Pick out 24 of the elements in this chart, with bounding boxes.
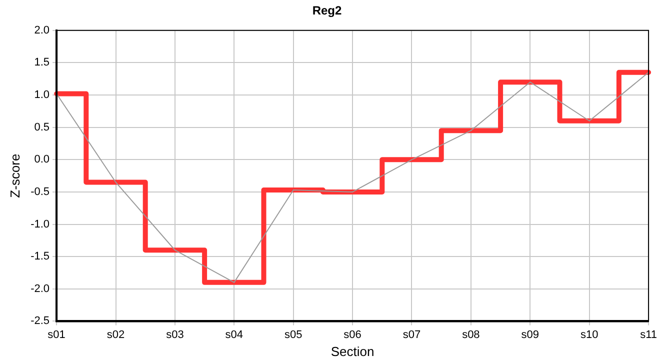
x-tick-label: s02 [106, 328, 125, 341]
x-tick-label: s11 [640, 328, 657, 341]
x-tick-label: s01 [48, 328, 66, 341]
x-tick-label: s04 [225, 328, 244, 341]
y-tick-label: -1.0 [30, 218, 50, 230]
y-tick-label: -0.5 [30, 186, 50, 198]
x-tick-label: s03 [166, 328, 184, 341]
y-axis-title: Z-score [7, 154, 22, 198]
x-axis-title: Section [330, 344, 374, 359]
x-tick-label: s07 [402, 328, 421, 341]
x-tick-label: s06 [344, 328, 362, 341]
y-tick-label: -2.0 [30, 282, 50, 295]
y-tick-label: 1.5 [34, 56, 50, 69]
y-tick-label: -1.5 [30, 250, 50, 263]
chart-title: Reg2 [312, 4, 342, 18]
y-tick-label: 0.5 [34, 121, 50, 134]
x-tick-label: s10 [580, 328, 598, 341]
y-tick-label: 1.0 [34, 89, 50, 102]
x-tick-label: s08 [462, 328, 480, 341]
y-tick-label: -2.5 [30, 315, 50, 328]
x-tick-label: s09 [521, 328, 540, 341]
y-tick-label: 2.0 [34, 24, 50, 36]
y-tick-label: 0.0 [34, 154, 50, 166]
x-tick-label: s05 [284, 328, 302, 341]
